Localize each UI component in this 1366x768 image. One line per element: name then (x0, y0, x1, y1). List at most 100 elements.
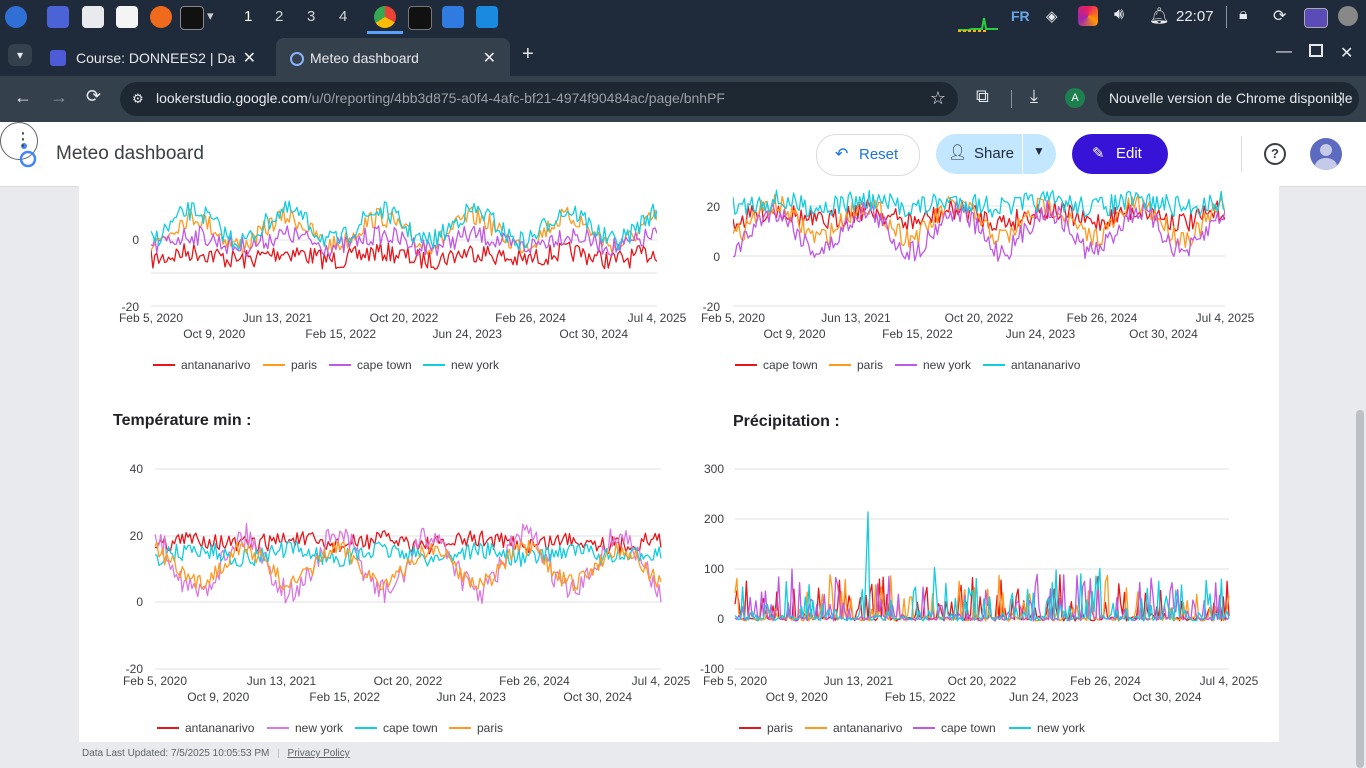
account-avatar[interactable] (1310, 138, 1342, 170)
series-line[interactable] (151, 200, 657, 252)
legend-label[interactable]: paris (291, 358, 317, 372)
terminal-icon[interactable] (180, 6, 204, 30)
x-tick-label: Jul 4, 2025 (628, 311, 687, 325)
x-tick-label: Feb 26, 2024 (1067, 311, 1138, 325)
notification-bell-icon[interactable]: 🔔︎ (1149, 8, 1170, 25)
power-icon[interactable] (1338, 6, 1358, 26)
legend-label[interactable]: cape town (941, 721, 996, 735)
tab-search-icon[interactable]: ▾ (8, 44, 32, 66)
terminal-icon[interactable] (408, 6, 432, 30)
y-tick-label: -20 (703, 300, 721, 314)
close-tab-icon[interactable]: ✕ (482, 50, 496, 67)
x-tick-label: Jun 24, 2023 (1009, 690, 1079, 704)
folder-icon[interactable] (82, 6, 104, 28)
privacy-policy-link[interactable]: Privacy Policy (287, 748, 350, 759)
legend-label[interactable]: cape town (357, 358, 412, 372)
keyboard-layout[interactable]: FR (1011, 8, 1030, 24)
reset-button[interactable]: ↶ Reset (816, 134, 920, 176)
y-tick-label: -20 (126, 662, 144, 676)
workspace-3[interactable]: 3 (307, 8, 316, 25)
legend-label[interactable]: paris (767, 721, 793, 735)
chrome-icon[interactable] (374, 6, 396, 28)
series-line[interactable] (151, 225, 657, 258)
legend-label[interactable]: cape town (383, 721, 438, 735)
legend-label[interactable]: antananarivo (185, 721, 255, 735)
report-title[interactable]: Meteo dashboard (56, 143, 204, 164)
series-line[interactable] (154, 539, 662, 592)
legend-label[interactable]: cape town (763, 358, 818, 372)
file-manager-icon[interactable] (47, 6, 69, 28)
legend-label[interactable]: paris (857, 358, 883, 372)
download-icon[interactable]: ⤓ (1030, 86, 1038, 106)
site-info-icon[interactable]: ⚙ (132, 91, 144, 106)
bookmark-star-icon[interactable]: ☆ (929, 88, 946, 108)
legend-label[interactable]: new york (295, 721, 344, 735)
series-line[interactable] (151, 241, 657, 270)
new-tab-icon[interactable]: + (522, 43, 534, 65)
firefox-icon[interactable] (150, 6, 172, 28)
help-icon[interactable]: ? (1264, 143, 1286, 165)
series-line[interactable] (733, 199, 1225, 262)
kebab-menu-icon: ⋮ (14, 129, 32, 149)
legend-label[interactable]: new york (451, 358, 500, 372)
kebab-menu-icon[interactable]: ⋮ (1333, 91, 1349, 108)
chevron-down-icon[interactable]: ▾ (207, 8, 214, 23)
chrome-update-button[interactable]: Nouvelle version de Chrome disponible ⋮ (1097, 82, 1359, 116)
x-tick-label: Jun 13, 2021 (243, 311, 313, 325)
display-icon[interactable] (1304, 8, 1328, 28)
close-window-icon[interactable]: ✕ (1340, 45, 1354, 62)
more-options-button[interactable]: ⋮ (0, 122, 38, 160)
reload-icon[interactable]: ⟳ (86, 86, 102, 106)
maximize-icon[interactable] (1309, 44, 1323, 57)
page-scrollbar[interactable] (1356, 410, 1364, 768)
series-line[interactable] (151, 206, 657, 255)
x-tick-label: Oct 30, 2024 (1129, 327, 1198, 341)
legend-label[interactable]: antananarivo (833, 721, 903, 735)
text-editor-icon[interactable] (116, 6, 138, 28)
vscode-icon[interactable] (476, 6, 498, 28)
workspace-2[interactable]: 2 (275, 8, 284, 25)
looker-studio-logo-icon[interactable] (18, 140, 38, 173)
x-tick-label: Jun 13, 2021 (247, 674, 317, 688)
edit-button[interactable]: ✎ Edit (1072, 134, 1168, 174)
tab-meteo-dashboard[interactable]: Meteo dashboard ✕ (276, 38, 510, 76)
series-line[interactable] (154, 530, 662, 555)
workspace-4[interactable]: 4 (339, 8, 348, 25)
close-tab-icon[interactable]: ✕ (242, 50, 256, 67)
series-line[interactable] (733, 189, 1225, 218)
legend-label[interactable]: new york (923, 358, 972, 372)
lock-icon[interactable]: 🔒︎ (1239, 6, 1248, 23)
volume-icon[interactable]: 🔊︎ (1114, 6, 1125, 23)
y-tick-label: 20 (707, 200, 721, 214)
series-line[interactable] (734, 568, 1230, 622)
add-person-icon: 👤︎ (948, 144, 968, 161)
share-dropdown-icon[interactable]: ▼ (1033, 144, 1045, 158)
legend-label[interactable]: antananarivo (181, 358, 251, 372)
legend-label[interactable]: antananarivo (1011, 358, 1081, 372)
series-line[interactable] (154, 541, 662, 568)
wifi-icon[interactable]: ◈ (1046, 8, 1058, 25)
workspace-1[interactable]: 1 (244, 8, 253, 25)
series-line[interactable] (734, 511, 1230, 622)
x-tick-label: Feb 15, 2022 (305, 327, 376, 341)
extensions-icon[interactable]: ⧉ (976, 86, 989, 106)
divider (1226, 6, 1227, 28)
app-icon[interactable] (1078, 6, 1098, 26)
x-tick-label: Oct 20, 2022 (374, 674, 443, 688)
report-canvas: 0 -20 Feb 5, 2020 Jun 13, 2021 Oct 20, 202… (79, 186, 1279, 742)
refresh-icon[interactable]: ⟳ (1273, 8, 1287, 25)
legend-label[interactable]: new york (1037, 721, 1086, 735)
y-tick-label: 200 (704, 512, 724, 526)
address-bar[interactable]: ⚙ lookerstudio.google.com/u/0/reporting/… (120, 82, 958, 116)
app-grid-icon[interactable] (5, 6, 27, 28)
minimize-icon[interactable]: — (1276, 43, 1292, 60)
y-tick-label: 0 (136, 595, 143, 609)
clock[interactable]: 22:07 (1176, 8, 1214, 25)
back-icon[interactable]: ← (14, 87, 32, 107)
downloads-icon[interactable] (442, 6, 464, 28)
profile-avatar[interactable]: A (1065, 88, 1085, 108)
forward-icon[interactable]: → (50, 87, 68, 107)
legend-label[interactable]: paris (477, 721, 503, 735)
share-button[interactable]: 👤︎ Share ▼ (936, 134, 1056, 174)
tab-course[interactable]: Course: DONNEES2 | Dat ✕ (38, 38, 270, 76)
